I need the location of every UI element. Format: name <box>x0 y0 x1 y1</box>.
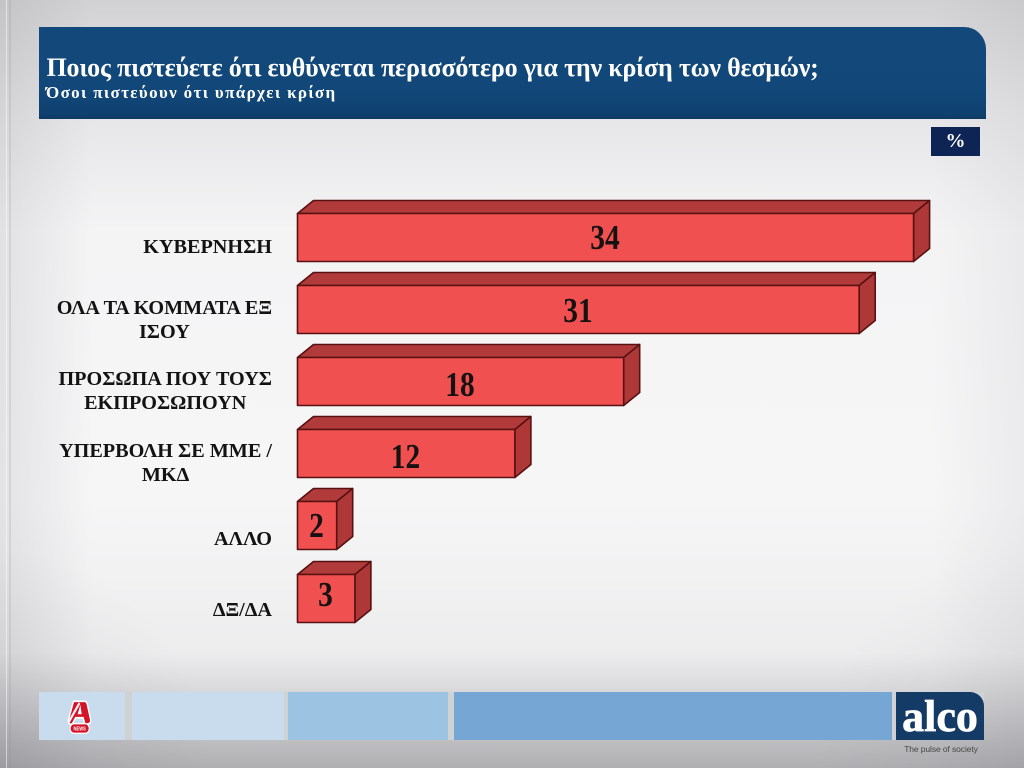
svg-text:NEWS: NEWS <box>74 726 86 732</box>
